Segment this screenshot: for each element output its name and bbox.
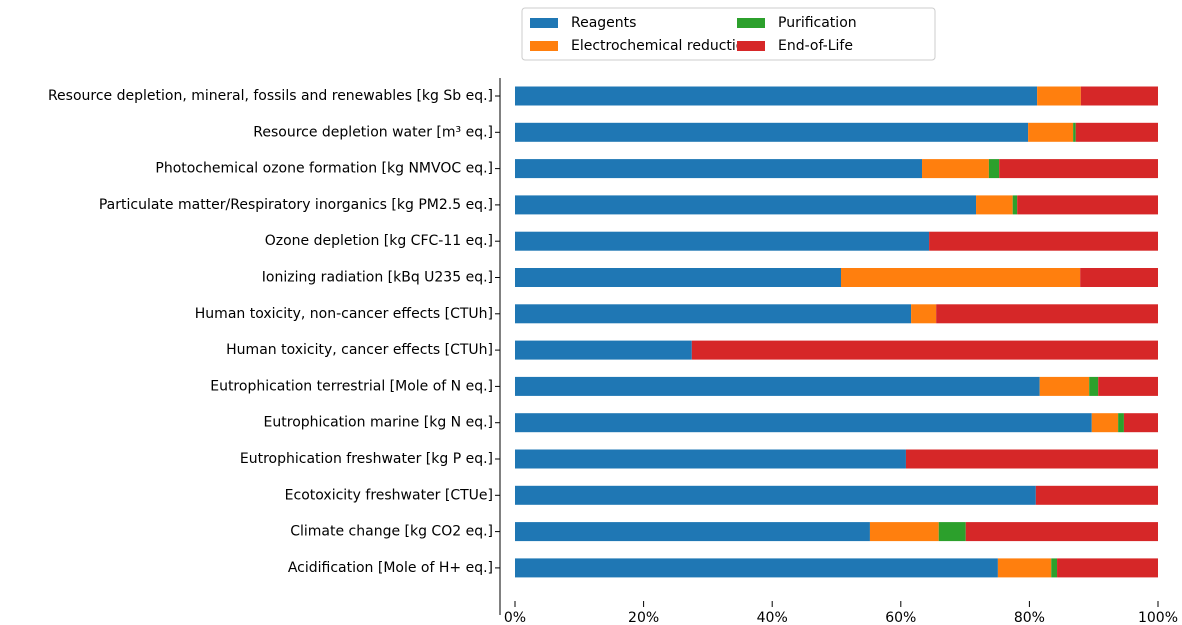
legend-swatch	[737, 18, 765, 28]
bar-segment	[515, 159, 923, 179]
x-tick-label: 80%	[1014, 610, 1045, 625]
bar-segment	[1012, 195, 1018, 215]
y-tick-label: Eutrophication freshwater [kg P eq.]	[240, 451, 493, 467]
bar-segment	[841, 268, 1081, 287]
bar-segment	[515, 449, 906, 469]
bar-segment	[1098, 376, 1158, 396]
y-tick-label: Acidification [Mole of H+ eq.]	[288, 560, 493, 576]
bar-segment	[515, 376, 1040, 396]
bar-segment	[515, 485, 1036, 505]
bar-segment	[1028, 122, 1074, 142]
bar-segment	[1073, 122, 1076, 142]
bar-segment	[999, 159, 1158, 179]
bar-segment	[869, 522, 939, 542]
bar-segment	[1075, 122, 1158, 142]
bar-segment	[1017, 195, 1158, 215]
y-tick-label: Ozone depletion [kg CFC-11 eq.]	[265, 233, 493, 249]
legend-label: Purification	[778, 15, 857, 31]
bar-segment	[997, 558, 1052, 578]
bar-segment	[988, 159, 1000, 179]
bar-segment	[1051, 558, 1058, 578]
y-tick-label: Photochemical ozone formation [kg NMVOC …	[155, 161, 493, 177]
y-tick-label: Human toxicity, cancer effects [CTUh]	[226, 342, 493, 358]
bar-segment	[1123, 413, 1158, 433]
bar-segment	[1118, 413, 1124, 433]
x-tick-label: 40%	[757, 610, 788, 625]
bar-segment	[911, 304, 937, 324]
y-tick-label: Particulate matter/Respiratory inorganic…	[99, 197, 493, 213]
y-tick-label: Eutrophication marine [kg N eq.]	[264, 415, 493, 431]
bar-segment	[515, 558, 998, 578]
x-tick-label: 100%	[1138, 610, 1178, 625]
bar-segment	[1080, 268, 1158, 287]
y-tick-label: Ionizing radiation [kBq U235 eq.]	[262, 270, 493, 286]
bar-segment	[965, 522, 1158, 542]
bar-segment	[515, 304, 912, 324]
bar-segment	[515, 86, 1038, 106]
bar-segment	[1039, 376, 1090, 396]
bar-segment	[515, 231, 930, 251]
bar-segment	[515, 413, 1092, 433]
y-tick-label: Resource depletion water [m³ eq.]	[253, 124, 493, 140]
legend-label: Reagents	[571, 15, 636, 31]
y-tick-label: Climate change [kg CO2 eq.]	[290, 524, 493, 540]
legend-swatch	[530, 18, 558, 28]
bar-segment	[515, 268, 842, 287]
bar-segment	[1037, 86, 1081, 106]
x-tick-label: 60%	[885, 610, 916, 625]
bar-segment	[515, 340, 692, 360]
bar-segment	[1057, 558, 1158, 578]
bar-segment	[922, 159, 989, 179]
legend-label: End-of-Life	[778, 38, 853, 54]
y-tick-label: Resource depletion, mineral, fossils and…	[48, 88, 493, 104]
bar-segment	[515, 522, 870, 542]
bar-segment	[929, 231, 1158, 251]
bar-segment	[936, 304, 1158, 324]
x-tick-label: 20%	[628, 610, 659, 625]
legend-box	[521, 7, 936, 61]
bar-segment	[1035, 485, 1158, 505]
bar-segment	[938, 522, 966, 542]
bar-segment	[691, 340, 1158, 360]
bar-segment	[905, 449, 1158, 469]
bar-segment	[1091, 413, 1119, 433]
y-tick-label: Eutrophication terrestrial [Mole of N eq…	[210, 378, 493, 394]
legend-swatch	[737, 41, 765, 51]
bar-segment	[1080, 86, 1158, 106]
x-tick-label: 0%	[504, 610, 526, 625]
y-tick-label: Human toxicity, non-cancer effects [CTUh…	[195, 306, 493, 322]
bar-segment	[1089, 376, 1099, 396]
legend-swatch	[530, 41, 558, 51]
bar-segment	[515, 122, 1029, 142]
legend-label: Electrochemical reduction	[571, 38, 753, 54]
bar-segment	[976, 195, 1013, 215]
bar-segment	[515, 195, 977, 215]
y-tick-label: Ecotoxicity freshwater [CTUe]	[285, 487, 493, 503]
